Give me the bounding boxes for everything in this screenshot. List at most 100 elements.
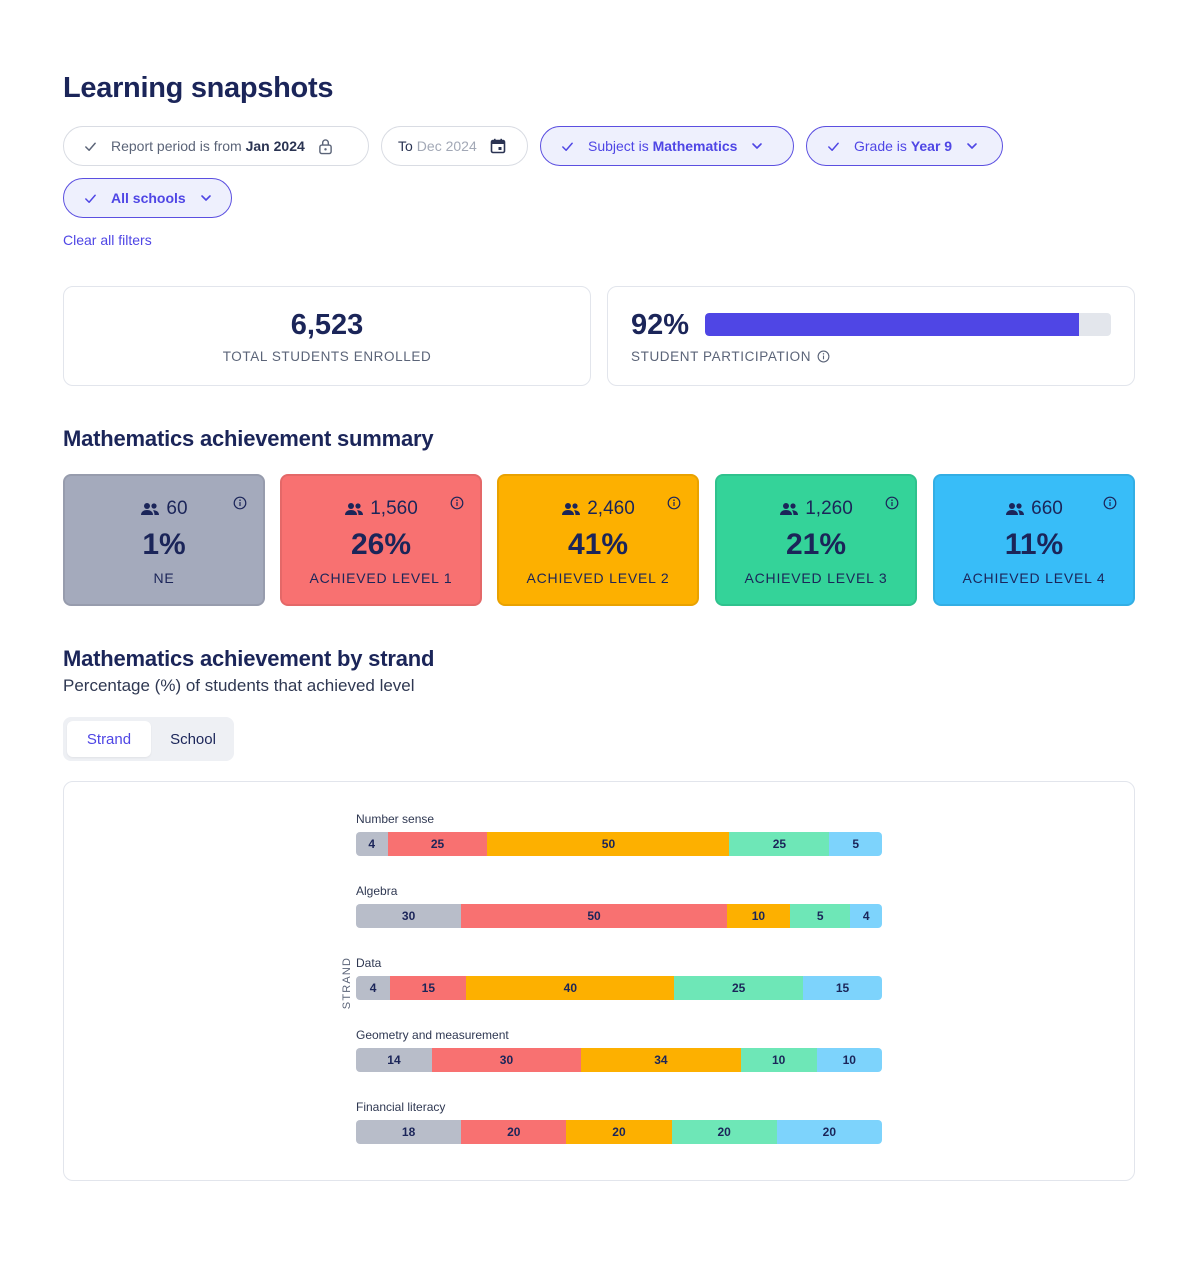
card-count: 2,460 [587, 498, 635, 519]
stacked-bar: 30 50 10 5 4 [356, 904, 882, 928]
subject-filter[interactable]: Subject is Mathematics [540, 126, 794, 166]
stacked-bar: 4 25 50 25 5 [356, 832, 882, 856]
info-icon[interactable] [885, 496, 899, 510]
schools-value: All schools [111, 190, 186, 206]
bar-segment: 4 [356, 976, 391, 1000]
period-from-prefix: Report period is from [111, 138, 242, 154]
bar-segment: 5 [829, 832, 882, 856]
enrolled-label: TOTAL STUDENTS ENROLLED [222, 349, 432, 364]
summary-cards: 60 1% NE 1,560 26% ACHIEVED LEVEL 1 2,460 41% AC… [63, 474, 1135, 606]
tab-school[interactable]: School [170, 730, 216, 748]
strand-row: Data 4 15 40 25 15 [356, 956, 882, 1000]
enrolled-value: 6,523 [290, 309, 364, 341]
grade-prefix: Grade is [854, 138, 907, 154]
card-percent: 41% [567, 528, 629, 561]
summary-title: Mathematics achievement summary [63, 426, 434, 451]
bar-segment: 14 [356, 1048, 432, 1072]
bar-segment: 10 [816, 1048, 882, 1072]
bar-segment: 18 [356, 1120, 462, 1144]
bar-segment: 15 [390, 976, 467, 1000]
users-icon [141, 503, 160, 515]
bar-segment: 30 [356, 904, 462, 928]
bar-segment: 10 [726, 904, 790, 928]
card-level-label: ACHIEVED LEVEL 1 [309, 570, 453, 586]
check-icon [562, 142, 573, 151]
participation-value: 92% [631, 309, 690, 341]
bar-segment: 25 [729, 832, 830, 856]
info-icon[interactable] [233, 496, 247, 510]
schools-filter[interactable]: All schools [63, 178, 232, 218]
page-title: Learning snapshots [63, 72, 334, 104]
check-icon [85, 142, 96, 151]
period-to-value: Dec 2024 [416, 138, 477, 154]
stacked-bar: 18 20 20 20 20 [356, 1120, 882, 1144]
bar-segment: 4 [356, 832, 388, 856]
tab-strand[interactable]: Strand [67, 721, 151, 757]
info-icon[interactable] [817, 350, 830, 363]
calendar-icon [490, 138, 506, 154]
achievement-card: 1,260 21% ACHIEVED LEVEL 3 [715, 474, 917, 606]
period-to-filter[interactable]: To Dec 2024 [381, 126, 528, 166]
check-icon [85, 194, 96, 203]
strand-name: Geometry and measurement [356, 1028, 509, 1042]
enrolled-kpi-card: 6,523 TOTAL STUDENTS ENROLLED [63, 286, 591, 386]
strand-name: Number sense [356, 812, 435, 826]
view-toggle: Strand School [63, 717, 234, 761]
bar-segment: 20 [671, 1120, 777, 1144]
info-icon[interactable] [1103, 496, 1117, 510]
card-percent: 11% [1004, 528, 1064, 561]
card-percent: 21% [785, 528, 847, 561]
info-icon[interactable] [450, 496, 464, 510]
period-from-filter[interactable]: Report period is from Jan 2024 [63, 126, 369, 166]
subject-value: Mathematics [652, 138, 738, 154]
bar-segment: 20 [776, 1120, 882, 1144]
period-to-prefix: To [398, 138, 413, 154]
bar-segment: 20 [566, 1120, 672, 1144]
strand-row: Algebra 30 50 10 5 4 [356, 884, 882, 928]
card-count-row: 60 [65, 498, 263, 520]
lock-icon [318, 138, 332, 154]
chevron-down-icon [752, 143, 763, 149]
stacked-bar: 14 30 34 10 10 [356, 1048, 882, 1072]
card-count-row: 1,260 [717, 498, 915, 520]
bar-segment: 34 [581, 1048, 741, 1072]
participation-label-row: STUDENT PARTICIPATION [631, 349, 830, 364]
card-count: 60 [166, 498, 188, 519]
strand-title: Mathematics achievement by strand [63, 646, 435, 671]
strand-row: Geometry and measurement 14 30 34 10 10 [356, 1028, 882, 1072]
bar-segment: 10 [740, 1048, 817, 1072]
users-icon [562, 503, 581, 515]
bar-segment: 25 [387, 832, 488, 856]
card-count: 660 [1031, 498, 1063, 519]
grade-filter[interactable]: Grade is Year 9 [806, 126, 1003, 166]
chevron-down-icon [967, 143, 977, 149]
clear-all-filters-link[interactable]: Clear all filters [63, 232, 152, 248]
bar-segment: 40 [466, 976, 675, 1000]
chevron-down-icon [200, 195, 211, 201]
grade-value: Year 9 [910, 138, 953, 154]
bar-segment: 4 [850, 904, 882, 928]
card-percent: 1% [142, 528, 186, 561]
card-count-row: 1,560 [282, 498, 480, 520]
bar-segment: 50 [461, 904, 727, 928]
bar-segment: 20 [461, 1120, 567, 1144]
strand-row: Financial literacy 18 20 20 20 20 [356, 1100, 882, 1144]
achievement-card: 2,460 41% ACHIEVED LEVEL 2 [497, 474, 699, 606]
users-icon [345, 503, 364, 515]
strand-row: Number sense 4 25 50 25 5 [356, 812, 882, 856]
card-percent: 26% [350, 528, 412, 561]
strand-subtitle: Percentage (%) of students that achieved… [63, 676, 415, 695]
card-level-label: ACHIEVED LEVEL 4 [962, 570, 1106, 586]
info-icon[interactable] [667, 496, 681, 510]
participation-progress-fill [705, 313, 1079, 336]
participation-kpi-card: 92% STUDENT PARTICIPATION [607, 286, 1135, 386]
card-count: 1,260 [805, 498, 853, 519]
card-count-row: 2,460 [499, 498, 697, 520]
y-axis-label: STRAND [341, 956, 353, 1010]
users-icon [780, 503, 799, 515]
card-level-label: ACHIEVED LEVEL 3 [744, 570, 888, 586]
participation-progress-bar [705, 313, 1111, 336]
bar-segment: 30 [431, 1048, 582, 1072]
strand-name: Algebra [356, 884, 398, 898]
card-count-row: 660 [935, 498, 1133, 520]
